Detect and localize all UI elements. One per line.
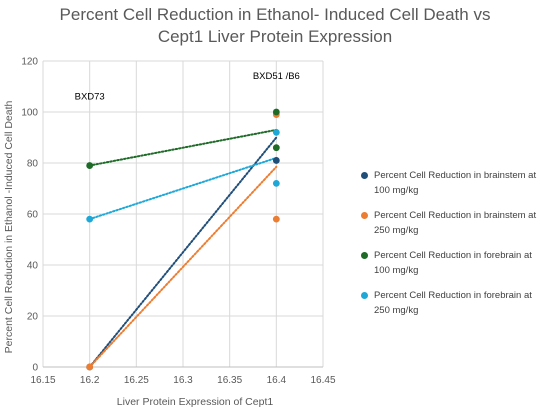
legend-marker — [361, 172, 368, 179]
data-point-series-1 — [272, 157, 280, 164]
legend-item: Percent Cell Reduction in brainstem at 1… — [361, 168, 547, 198]
chart-title-line-2: Cept1 Liver Protein Expression — [157, 27, 393, 46]
x-axis-title: Liver Protein Expression of Cept1 — [117, 396, 274, 408]
data-point-series-2 — [86, 363, 94, 371]
legend-label: Percent Cell Reduction in brainstem at 2… — [374, 210, 537, 236]
data-point-series-3 — [272, 144, 280, 152]
trendlines — [88, 128, 278, 368]
data-point-series-3 — [272, 108, 280, 116]
y-tick-label: 40 — [27, 261, 39, 272]
chart-title: Percent Cell Reduction in Ethanol- Induc… — [0, 4, 550, 48]
data-point-series-4 — [272, 129, 280, 136]
data-point-series-4 — [272, 180, 280, 187]
y-tick-label: 100 — [21, 108, 38, 119]
legend-marker — [361, 292, 368, 299]
x-tick-label: 16.15 — [30, 375, 55, 386]
legend-item: Percent Cell Reduction in forebrain at 2… — [361, 288, 547, 318]
data-point-series-3 — [86, 162, 94, 169]
legend-marker — [361, 212, 368, 219]
legend-marker — [361, 252, 368, 259]
x-tick-label: 16.25 — [124, 375, 149, 386]
x-tick-label: 16.3 — [173, 375, 193, 386]
legend-label: Percent Cell Reduction in brainstem at 1… — [374, 170, 537, 196]
x-tick-label: 16.4 — [267, 375, 287, 386]
chart-title-line-1: Percent Cell Reduction in Ethanol- Induc… — [59, 5, 491, 24]
data-point-series-2 — [272, 215, 280, 223]
trendline-series-2 — [88, 165, 278, 368]
trendline-series-1 — [88, 136, 278, 368]
grid-lines — [42, 60, 324, 368]
y-tick-label: 20 — [27, 312, 39, 323]
x-tick-label: 16.35 — [217, 375, 242, 386]
legend-label: Percent Cell Reduction in forebrain at 1… — [374, 250, 532, 276]
data-point-series-4 — [86, 215, 94, 223]
y-axis-title: Percent Cell Reduction in Ethanol -Induc… — [3, 100, 15, 353]
data-points — [86, 108, 280, 371]
annotation-label: BXD51 /B6 — [253, 71, 300, 82]
tick-labels: 16.15 16.2 16.25 16.3 16.35 16.4 16.45 0 20 40 60 8… — [21, 57, 336, 387]
legend-label: Percent Cell Reduction in forebrain at 2… — [374, 290, 532, 316]
annotations: BXD73 BXD51 /B6 — [75, 71, 300, 102]
x-tick-label: 16.2 — [80, 375, 100, 386]
y-tick-label: 80 — [27, 159, 39, 170]
legend-item: Percent Cell Reduction in brainstem at 2… — [361, 208, 547, 238]
trendline-series-3 — [88, 128, 278, 167]
y-tick-label: 60 — [27, 210, 39, 221]
legend: Percent Cell Reduction in brainstem at 1… — [361, 168, 547, 328]
trendline-series-4 — [88, 156, 278, 221]
x-tick-label: 16.45 — [310, 375, 335, 386]
annotation-label: BXD73 — [75, 91, 105, 102]
legend-item: Percent Cell Reduction in forebrain at 1… — [361, 248, 547, 278]
y-tick-label: 120 — [21, 57, 38, 68]
y-tick-label: 0 — [32, 363, 38, 374]
